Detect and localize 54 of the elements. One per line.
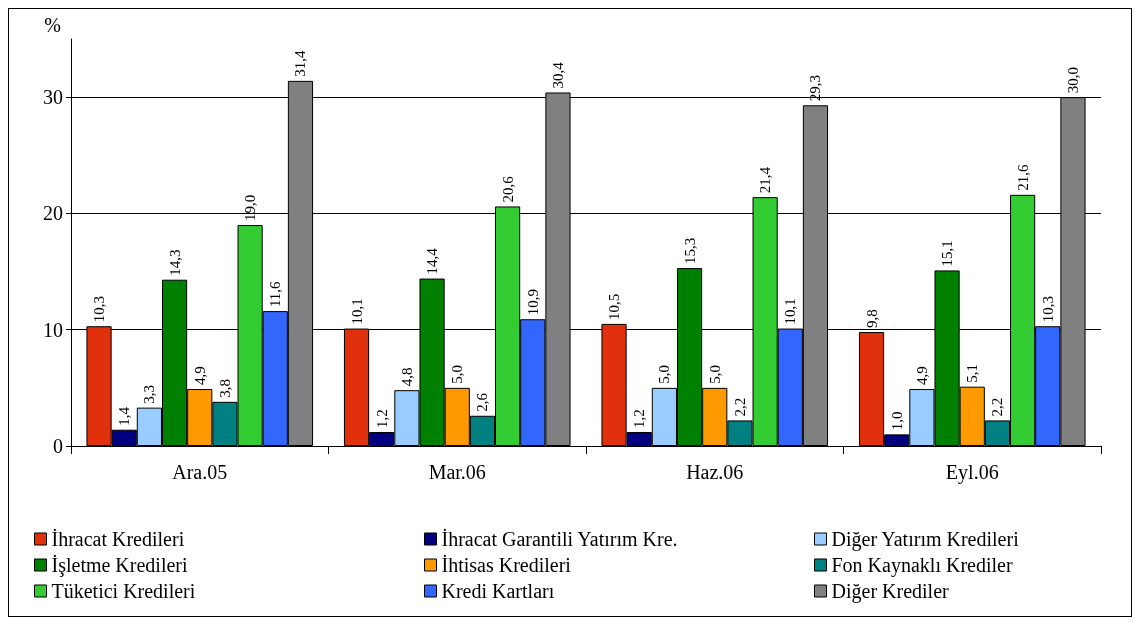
data-label: 14,4 [424,247,441,275]
legend-label: Kredi Kartları [441,580,555,602]
y-tick-label: 0 [53,435,63,457]
legend-label: İhtisas Kredileri [441,554,572,576]
data-label: 4,9 [913,366,930,386]
data-label: 20,6 [499,175,516,203]
data-label: 21,6 [1014,164,1031,191]
data-label: 1,4 [116,406,133,426]
data-label: 5,0 [449,365,466,384]
data-label: 10,3 [91,295,108,323]
legend-label: İhracat Garantili Yatırım Kre. [441,528,678,550]
data-label: 9,8 [863,309,880,329]
data-label: 1,2 [373,409,390,429]
data-label: 15,1 [939,240,956,267]
data-label: 11,6 [267,280,284,308]
data-label: 2,2 [989,397,1006,417]
y-tick-label: 10 [43,318,63,341]
x-tick-label: Ara.05 [172,461,228,483]
data-label: 10,1 [782,298,799,325]
data-label: 2,6 [474,392,491,412]
data-label: 5,1 [964,363,981,383]
data-label: 1,2 [631,409,648,429]
data-label: 4,8 [398,367,415,387]
x-tick-label: Mar.06 [428,461,486,483]
data-label: 19,0 [242,194,259,222]
legend-label: Diğer Krediler [831,580,950,603]
data-label: 10,9 [524,289,541,316]
legend-label: Tüketici Kredileri [51,580,196,602]
data-label: 2,2 [731,397,748,417]
data-label: 29,3 [807,75,824,102]
data-label: 15,3 [681,237,698,265]
data-label: 5,0 [706,365,723,384]
data-label: 3,8 [216,379,233,398]
data-label: 10,5 [606,293,623,320]
data-label: 31,4 [292,50,309,77]
data-label: 10,3 [1039,295,1056,323]
data-label: 14,3 [166,249,183,276]
x-tick-label: Eyl.06 [945,461,999,484]
legend-label: İhracat Kredileri [51,528,185,550]
y-tick-label: 30 [43,86,63,109]
data-label: 10,1 [348,298,365,325]
data-label: 30,4 [549,61,566,89]
data-label: 1,0 [888,411,905,431]
data-label: 21,4 [757,166,774,194]
y-tick-label: 20 [43,202,63,225]
data-label: 5,0 [656,365,673,384]
data-label: 4,9 [191,366,208,386]
legend-label: Diğer Yatırım Kredileri [831,528,1020,551]
legend-label: Fon Kaynaklı Krediler [831,554,1013,577]
y-axis-title: % [44,14,61,36]
data-label: 3,3 [141,384,158,404]
legend-label: İşletme Kredileri [51,554,188,577]
x-tick-label: Haz.06 [686,461,744,483]
data-label: 30,0 [1064,66,1081,94]
